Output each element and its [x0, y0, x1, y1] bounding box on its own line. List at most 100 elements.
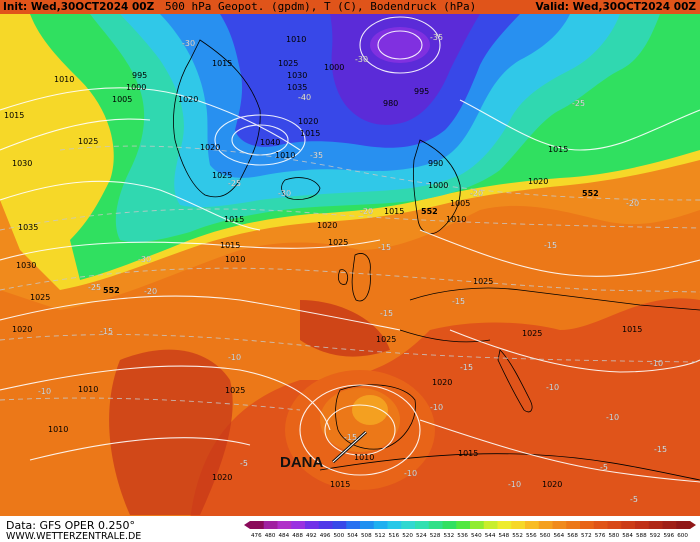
isobar-label: 1005	[450, 199, 470, 208]
isobar-label: 1020	[542, 480, 562, 489]
isobar-label: 1010	[225, 255, 245, 264]
isobar-label: 1015	[224, 215, 244, 224]
scale-swatch	[360, 521, 375, 529]
scale-swatch	[415, 521, 430, 529]
temp-label: -15	[544, 241, 557, 250]
scale-swatch	[662, 521, 677, 529]
scale-value: 524	[416, 533, 427, 539]
scale-swatch	[442, 521, 457, 529]
scale-arrow-left	[244, 521, 250, 529]
isobar-label: 1040	[260, 138, 280, 147]
map-title: 500 hPa Geopot. (gpdm), T (C), Bodendruc…	[165, 0, 477, 13]
website-credit: WWW.WETTERZENTRALE.DE	[6, 531, 142, 542]
isobar-label: 1025	[212, 171, 232, 180]
isobar-label: 1030	[287, 71, 307, 80]
temp-label: -20	[470, 189, 483, 198]
scale-value: 492	[306, 533, 317, 539]
scale-value: 496	[320, 533, 331, 539]
height-label: 552	[582, 189, 599, 198]
isobar-label: 995	[132, 71, 147, 80]
isobar-label: 1015	[212, 59, 232, 68]
scale-value: 548	[499, 533, 510, 539]
isobar-label: 1035	[287, 83, 307, 92]
isobar-label: 1030	[16, 261, 36, 270]
scale-value: 556	[526, 533, 537, 539]
isobar-label: 1010	[354, 453, 374, 462]
iberia-coast	[335, 384, 416, 450]
temp-label: -10	[430, 403, 443, 412]
scale-value: 536	[457, 533, 468, 539]
isobar-label: 1020	[200, 143, 220, 152]
height-label: 552	[421, 207, 438, 216]
scale-swatch	[373, 521, 388, 529]
scale-swatch	[387, 521, 402, 529]
scale-value: 476	[251, 533, 262, 539]
scale-swatch	[538, 521, 553, 529]
temp-label: -10	[508, 480, 521, 489]
scale-swatch	[318, 521, 333, 529]
scale-swatch	[552, 521, 567, 529]
isobar-label: 990	[428, 159, 443, 168]
temp-label: -10	[38, 387, 51, 396]
isobar-label: 1020	[212, 473, 232, 482]
isobar-label: 1025	[473, 277, 493, 286]
temp-label: -15	[344, 433, 357, 442]
isobar-label: 1025	[78, 137, 98, 146]
temp-label: -35	[430, 33, 443, 42]
isobar-label: 1035	[18, 223, 38, 232]
isobar-label: 1005	[112, 95, 132, 104]
scale-value: 560	[540, 533, 551, 539]
scale-value: 480	[265, 533, 276, 539]
isobar-label: 1000	[324, 63, 344, 72]
isobars	[0, 16, 700, 483]
scale-swatch	[648, 521, 663, 529]
temp-label: -25	[572, 99, 585, 108]
isobar-label: 1015	[458, 449, 478, 458]
scale-swatch	[456, 521, 471, 529]
height-labels: 552 552 552	[103, 189, 599, 295]
scale-swatch	[291, 521, 306, 529]
scale-swatch	[332, 521, 347, 529]
temp-label: -25	[88, 283, 101, 292]
isobar-label: 1025	[522, 329, 542, 338]
british-isles-coast	[338, 253, 371, 302]
isobar-label: 1020	[528, 177, 548, 186]
scale-swatch	[635, 521, 650, 529]
temp-label: -25	[228, 179, 241, 188]
scale-value: 600	[677, 533, 688, 539]
scale-value: 572	[581, 533, 592, 539]
isobar-label: 1010	[48, 425, 68, 434]
data-source: Data: GFS OPER 0.250°	[6, 519, 135, 532]
scale-value: 484	[279, 533, 290, 539]
temperature-labels: -30 -35 -30 -40 -35 -30 -25 -25 -20 -30 …	[38, 33, 667, 504]
isobar-label: 1020	[178, 95, 198, 104]
scale-value: 576	[595, 533, 606, 539]
isobar-label: 1015	[300, 129, 320, 138]
scale-value: 568	[567, 533, 578, 539]
scale-value: 588	[636, 533, 647, 539]
scale-swatch	[607, 521, 622, 529]
isobar-label: 1015	[330, 480, 350, 489]
isobar-label: 1015	[4, 111, 24, 120]
scale-swatch	[263, 521, 278, 529]
valid-time: Valid: Wed,30OCT2024 00Z	[535, 1, 696, 13]
temp-label: -30	[182, 39, 195, 48]
temp-label: -10	[606, 413, 619, 422]
scale-swatch	[593, 521, 608, 529]
scale-value: 512	[375, 533, 386, 539]
isobar-label: 1025	[30, 293, 50, 302]
temp-label: -5	[630, 495, 638, 504]
isobar-label: 1030	[12, 159, 32, 168]
scale-swatch	[676, 521, 691, 529]
dana-annotation: DANA	[280, 454, 324, 471]
scale-swatch	[483, 521, 498, 529]
temp-label: -20	[626, 199, 639, 208]
scale-value: 552	[512, 533, 523, 539]
isotherms	[0, 145, 700, 411]
isobar-label: 1015	[622, 325, 642, 334]
isobar-label: 1015	[384, 207, 404, 216]
north-africa-coast	[319, 453, 700, 481]
scale-value: 584	[622, 533, 633, 539]
isobar-label: 1000	[428, 181, 448, 190]
